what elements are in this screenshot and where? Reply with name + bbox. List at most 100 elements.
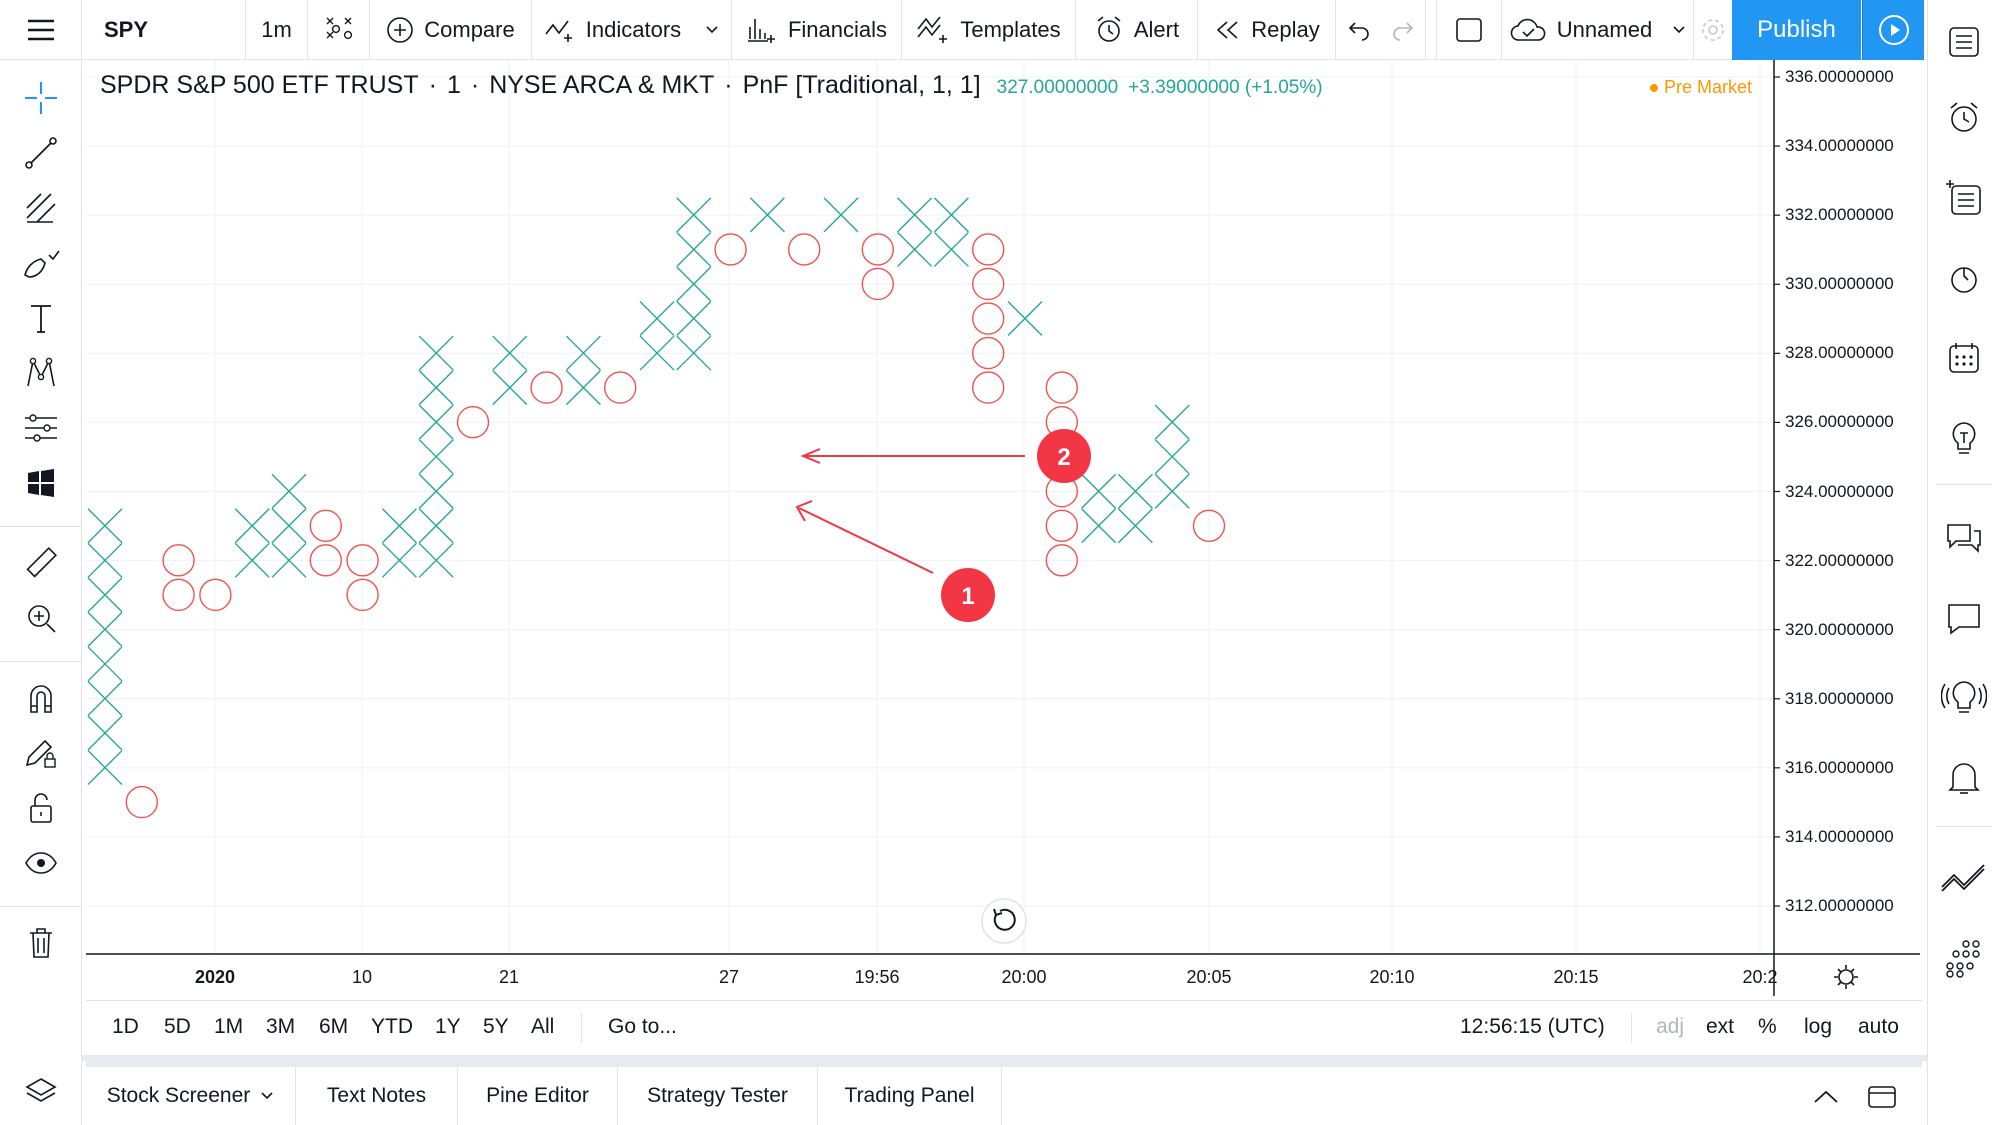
prediction-tool[interactable]	[0, 402, 82, 454]
range-6m[interactable]: 6M	[319, 1015, 349, 1038]
pattern-tool[interactable]	[0, 347, 82, 399]
brush-tool[interactable]	[0, 237, 82, 289]
tab-trading-panel[interactable]: Trading Panel	[818, 1067, 1002, 1125]
pnf-columns	[87, 197, 1226, 819]
redo-icon[interactable]	[1391, 19, 1415, 41]
play-button[interactable]	[1862, 0, 1924, 60]
financials-icon	[747, 19, 775, 43]
pnf-o-box	[162, 578, 195, 612]
hotlists-button[interactable]	[1928, 250, 1999, 306]
symbol-label: SPY	[104, 17, 149, 42]
range-1m[interactable]: 1M	[214, 1015, 244, 1038]
pnf-x-box	[418, 370, 454, 406]
indicators-button[interactable]: Indicators	[532, 0, 732, 60]
pnf-o-box	[199, 578, 232, 612]
pnf-x-box	[418, 404, 454, 440]
widget-divider	[1936, 484, 1992, 485]
replay-button[interactable]: Replay	[1198, 0, 1336, 60]
tab-strategy-tester[interactable]: Strategy Tester	[618, 1067, 818, 1125]
price-tick-label: 332.00000000	[1785, 205, 1894, 225]
auto-scale-toggle[interactable]: auto	[1858, 1015, 1899, 1038]
pnf-x-box	[418, 335, 454, 371]
remove-drawings-tool[interactable]	[0, 917, 82, 969]
messages-button[interactable]	[1928, 590, 1999, 646]
hamburger-icon	[27, 19, 54, 41]
publish-button[interactable]: Publish	[1732, 0, 1861, 60]
trend-line-tool[interactable]	[0, 127, 82, 179]
data-window-button[interactable]	[1928, 170, 1999, 226]
ideas-button[interactable]	[1928, 410, 1999, 466]
clock-display[interactable]: 12:56:15 (UTC)	[1460, 1015, 1605, 1038]
maximize-panel-button[interactable]	[1864, 1079, 1900, 1115]
session-badge: Pre Market	[1650, 77, 1752, 98]
range-5y[interactable]: 5Y	[483, 1015, 509, 1038]
pnf-x-box	[87, 508, 123, 544]
range-1d[interactable]: 1D	[112, 1015, 139, 1038]
go-to-date-button[interactable]: Go to...	[608, 1015, 677, 1038]
icons-tool[interactable]	[0, 457, 82, 509]
range-3m[interactable]: 3M	[266, 1015, 296, 1038]
chevron-down-icon	[1673, 26, 1685, 34]
extended-hours-toggle[interactable]: ext	[1706, 1015, 1735, 1038]
legend-separator: ·	[470, 71, 480, 99]
streams-button[interactable]	[1928, 670, 1999, 726]
tab-text-notes[interactable]: Text Notes	[296, 1067, 458, 1125]
pnf-o-box	[788, 233, 821, 266]
trading-button[interactable]	[1928, 850, 1999, 906]
expand-panel-button[interactable]	[1808, 1079, 1844, 1115]
layout-button[interactable]: Unnamed	[1502, 0, 1694, 60]
calendar-button[interactable]	[1928, 330, 1999, 386]
tab-stock-screener[interactable]: Stock Screener	[86, 1067, 296, 1125]
panel-gutter[interactable]	[82, 1055, 1927, 1061]
fib-tool[interactable]	[0, 182, 82, 234]
range-1y[interactable]: 1Y	[435, 1015, 461, 1038]
chart-legend[interactable]: SPDR S&P 500 ETF TRUST · 1 · NYSE ARCA &…	[100, 71, 1323, 100]
log-scale-toggle[interactable]: log	[1804, 1015, 1833, 1038]
menu-button[interactable]	[0, 0, 82, 60]
range-all[interactable]: All	[531, 1015, 555, 1038]
reset-chart-button[interactable]	[981, 898, 1027, 944]
range-ytd[interactable]: YTD	[371, 1015, 413, 1038]
text-tool[interactable]	[0, 292, 82, 344]
percent-scale-toggle[interactable]: %	[1758, 1015, 1777, 1038]
price-axis-ticks	[1774, 76, 1780, 907]
tab-pine-editor[interactable]: Pine Editor	[458, 1067, 618, 1125]
range-5d[interactable]: 5D	[164, 1015, 191, 1038]
object-tree-tool[interactable]	[0, 1065, 82, 1117]
financials-button[interactable]: Financials	[732, 0, 902, 60]
settings-button[interactable]	[1694, 0, 1732, 60]
watchlist-button[interactable]	[1928, 14, 1999, 70]
axis-settings-button[interactable]	[1834, 965, 1858, 989]
alert-button[interactable]: Alert	[1076, 0, 1198, 60]
chart-type-button[interactable]	[308, 0, 370, 60]
legend-separator: ·	[428, 71, 437, 99]
interval-button[interactable]: 1m	[246, 0, 308, 60]
symbol-search[interactable]: SPY	[82, 0, 246, 60]
pnf-x-box	[676, 197, 712, 233]
lock-drawing-tool[interactable]	[0, 727, 82, 779]
notifications-button[interactable]	[1928, 750, 1999, 806]
compare-button[interactable]: Compare	[370, 0, 532, 60]
measure-tool[interactable]	[0, 537, 82, 589]
pnf-x-box	[492, 335, 528, 371]
tab-label: Pine Editor	[486, 1084, 589, 1107]
adjust-toggle[interactable]: adj	[1656, 1015, 1685, 1038]
zoom-tool[interactable]	[0, 592, 82, 644]
annotation-badge-1[interactable]: 1	[941, 568, 995, 622]
fullscreen-button[interactable]	[1436, 0, 1502, 60]
price-tick-label: 322.00000000	[1785, 550, 1894, 570]
tab-label: Stock Screener	[106, 1084, 251, 1107]
annotation-badge-2[interactable]: 2	[1037, 429, 1091, 483]
lock-all-tool[interactable]	[0, 782, 82, 834]
alerts-manager-button[interactable]	[1928, 90, 1999, 146]
chats-button[interactable]	[1928, 510, 1999, 566]
price-tick-label: 328.00000000	[1785, 343, 1894, 363]
magnet-tool[interactable]	[0, 672, 82, 724]
pnf-o-box	[530, 371, 563, 404]
hide-drawings-tool[interactable]	[0, 837, 82, 889]
chart-canvas[interactable]: 2 1	[0, 0, 1927, 1000]
more-widgets-button[interactable]	[1928, 930, 1999, 986]
undo-icon[interactable]	[1347, 19, 1371, 41]
templates-button[interactable]: Templates	[902, 0, 1076, 60]
crosshair-tool[interactable]	[0, 72, 82, 124]
